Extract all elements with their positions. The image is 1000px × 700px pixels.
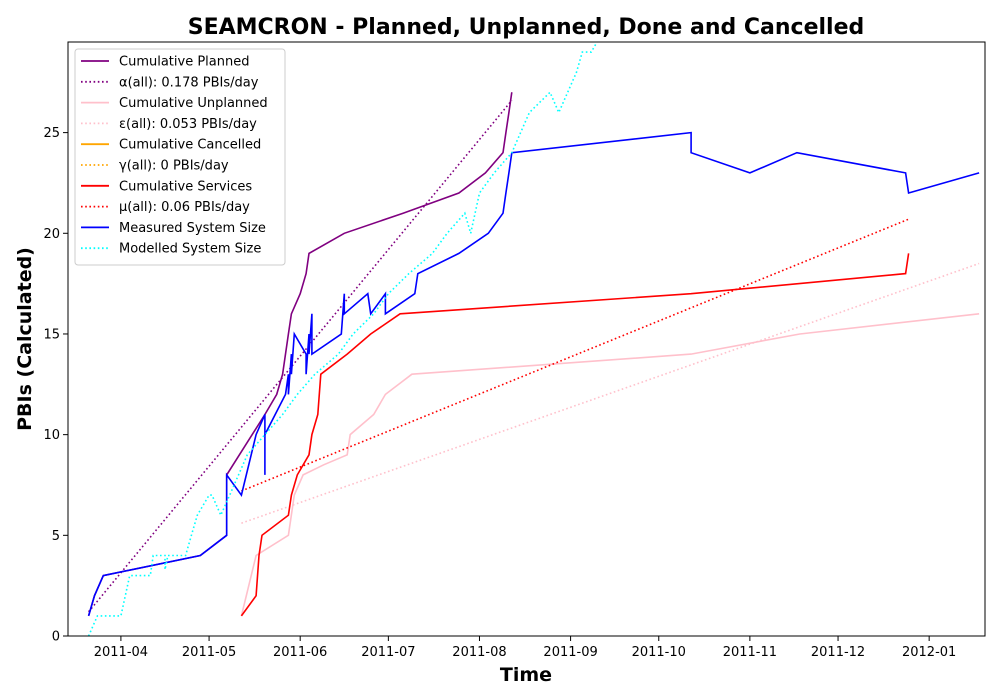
- series-line-3: [241, 262, 980, 524]
- x-tick-label: 2011-05: [182, 645, 236, 660]
- y-tick-label: 5: [52, 529, 60, 544]
- chart-title: SEAMCRON - Planned, Unplanned, Done and …: [188, 15, 865, 40]
- x-tick-label: 2011-09: [543, 645, 597, 660]
- x-tick-label: 2011-04: [94, 645, 148, 660]
- legend: Cumulative Planned α(all): 0.178 PBIs/day…: [74, 48, 286, 266]
- legend-label: α(all): 0.178 PBIs/day: [119, 75, 259, 90]
- x-tick-label: 2011-08: [452, 645, 506, 660]
- x-axis-label: Time: [500, 664, 552, 686]
- y-tick-label: 20: [43, 227, 60, 242]
- legend-label: Cumulative Cancelled: [119, 138, 261, 153]
- x-tick-label: 2011-10: [632, 645, 686, 660]
- legend-label: ε(all): 0.053 PBIs/day: [119, 117, 257, 132]
- series-line-8: [87, 131, 980, 617]
- legend-label: μ(all): 0.06 PBIs/day: [119, 200, 250, 215]
- series-line-6: [240, 253, 910, 617]
- x-tick-label: 2012-01: [902, 645, 956, 660]
- x-tick-label: 2011-12: [811, 645, 865, 660]
- x-tick-label: 2011-06: [273, 645, 327, 660]
- legend-label: γ(all): 0 PBIs/day: [119, 159, 229, 174]
- plot-frame: [67, 41, 986, 637]
- y-tick-label: 25: [43, 126, 60, 141]
- legend-label: Cumulative Services: [119, 179, 252, 194]
- legend-label: Cumulative Planned: [119, 55, 249, 70]
- legend-label: Measured System Size: [119, 221, 266, 236]
- y-tick-label: 15: [43, 327, 60, 342]
- chart-title-text: SEAMCRON - Planned, Unplanned, Done and …: [188, 15, 865, 40]
- y-axis-label: PBIs (Calculated): [14, 247, 36, 431]
- series-line-9: [87, 42, 598, 636]
- series-line-2: [240, 313, 980, 617]
- series-line-1: [87, 99, 513, 613]
- axis-ticks: 2011-04 2011-05 2011-06 2011-07 2011-08 2011-…: [43, 126, 956, 660]
- legend-box: [74, 48, 286, 266]
- x-tick-label: 2011-07: [361, 645, 415, 660]
- legend-label: Modelled System Size: [119, 242, 261, 257]
- series-layer: [87, 42, 980, 636]
- legend-label: Cumulative Unplanned: [119, 96, 268, 111]
- x-tick-label: 2011-11: [723, 645, 777, 660]
- y-tick-label: 0: [52, 630, 60, 645]
- y-tick-label: 10: [43, 428, 60, 443]
